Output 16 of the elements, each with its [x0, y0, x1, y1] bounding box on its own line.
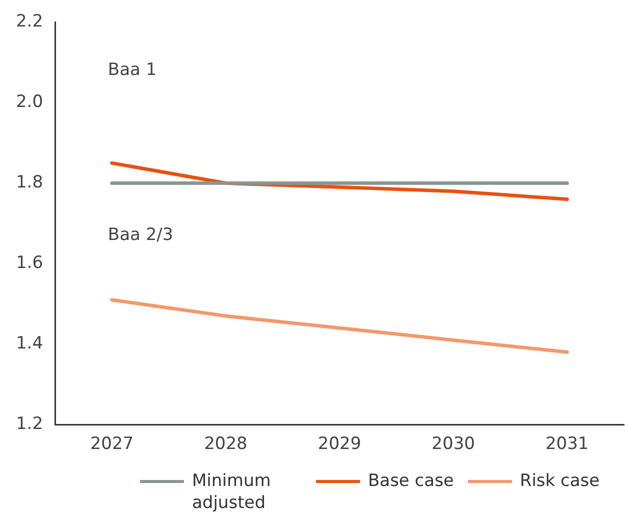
x-tick-label: 2030: [432, 434, 475, 454]
y-tick-label: 2.0: [16, 92, 44, 112]
x-tick-label: 2029: [318, 434, 362, 454]
annotation: Baa 1: [108, 60, 157, 80]
y-tick-label: 2.2: [16, 12, 44, 32]
legend-label: Minimum adjusted: [192, 470, 272, 514]
y-tick-label: 1.2: [16, 414, 44, 434]
x-tick-label: 2028: [204, 434, 248, 454]
x-tick-label: 2027: [90, 434, 134, 454]
x-tick-label: 2031: [545, 434, 589, 454]
legend-label: Base case: [368, 470, 454, 492]
y-tick-label: 1.4: [16, 334, 44, 354]
y-tick-label: 1.8: [16, 172, 44, 193]
legend-label: Risk case: [520, 470, 600, 492]
y-tick-label: 1.6: [16, 253, 44, 274]
annotation: Baa 2/3: [108, 224, 174, 245]
